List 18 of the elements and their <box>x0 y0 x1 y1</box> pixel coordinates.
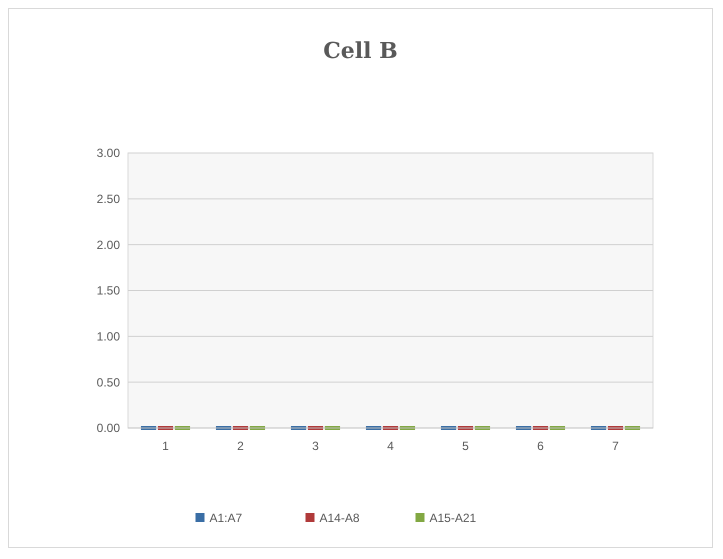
chart-title: Cell B <box>323 38 398 64</box>
x-tick-label: 5 <box>462 439 470 453</box>
y-tick-label: 2.00 <box>96 238 120 252</box>
legend-label: A15-A21 <box>430 511 477 526</box>
y-tick-label: 1.50 <box>96 284 120 298</box>
y-tick-label: 0.00 <box>96 421 120 436</box>
y-tick-label: 1.00 <box>96 330 120 344</box>
y-tick-label: 2.50 <box>96 192 120 206</box>
x-tick-label: 2 <box>237 439 244 453</box>
x-tick-label: 7 <box>612 439 620 453</box>
x-tick-label: 4 <box>387 439 394 453</box>
x-tick-label: 6 <box>537 439 544 453</box>
x-tick-label: 3 <box>312 439 320 453</box>
x-tick-label: 1 <box>162 439 170 453</box>
legend-label: A14-A8 <box>320 511 360 526</box>
y-tick-label: 3.00 <box>96 146 120 160</box>
legend-label: A1:A7 <box>210 511 243 526</box>
y-tick-label: 0.50 <box>96 375 120 390</box>
